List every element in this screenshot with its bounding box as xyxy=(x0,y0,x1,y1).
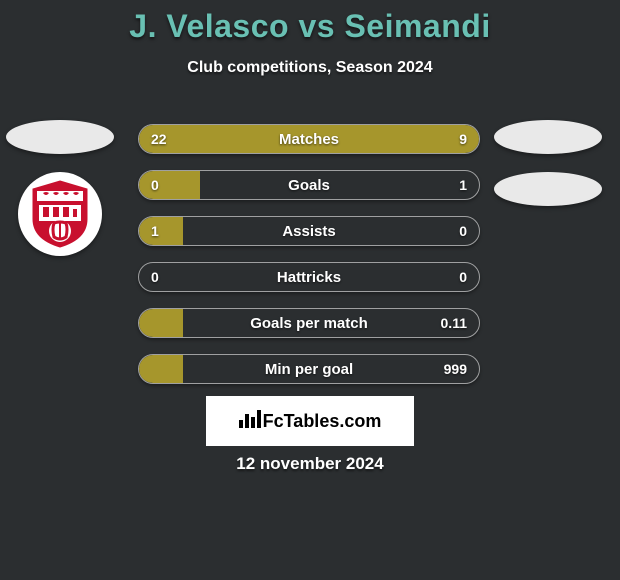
stat-value-right: 9 xyxy=(459,125,467,153)
player-placeholder-right-2 xyxy=(494,172,602,206)
stat-value-right: 999 xyxy=(444,355,467,383)
stat-value-right: 0.11 xyxy=(441,309,467,337)
stat-value-left: 1 xyxy=(151,217,159,245)
stat-label: Goals per match xyxy=(139,309,479,337)
player-placeholder-right-1 xyxy=(494,120,602,154)
stat-row: Goals0 1 xyxy=(138,170,480,200)
stats-container: Matches229Goals01Assists10Hattricks00Goa… xyxy=(138,124,480,400)
stat-value-right: 0 xyxy=(459,217,467,245)
footer-brand: FcTables.com xyxy=(206,396,414,446)
stat-row: Goals per match0.11 xyxy=(138,308,480,338)
stat-value-right: 1 xyxy=(459,171,467,199)
stat-value-left: 0 xyxy=(151,171,159,199)
club-badge-left xyxy=(18,172,102,256)
stat-row: Assists1 0 xyxy=(138,216,480,246)
stat-row: Hattricks0 0 xyxy=(138,262,480,292)
footer-date: 12 november 2024 xyxy=(0,454,620,474)
stat-value-left: 0 xyxy=(151,263,159,291)
stat-label: Goals xyxy=(139,171,479,199)
footer-brand-text: FcTables.com xyxy=(263,411,382,432)
stat-label: Matches xyxy=(139,125,479,153)
right-badges xyxy=(494,120,602,224)
bars-icon xyxy=(239,410,261,433)
stat-label: Assists xyxy=(139,217,479,245)
stat-row: Min per goal999 xyxy=(138,354,480,384)
page-title: J. Velasco vs Seimandi xyxy=(0,0,620,45)
stat-value-left: 22 xyxy=(151,125,167,153)
player-placeholder-left xyxy=(6,120,114,154)
stat-row: Matches22 9 xyxy=(138,124,480,154)
subtitle: Club competitions, Season 2024 xyxy=(0,59,620,77)
left-badges xyxy=(6,120,114,256)
stat-label: Hattricks xyxy=(139,263,479,291)
stat-label: Min per goal xyxy=(139,355,479,383)
club-shield-icon xyxy=(29,179,91,249)
stat-value-right: 0 xyxy=(459,263,467,291)
